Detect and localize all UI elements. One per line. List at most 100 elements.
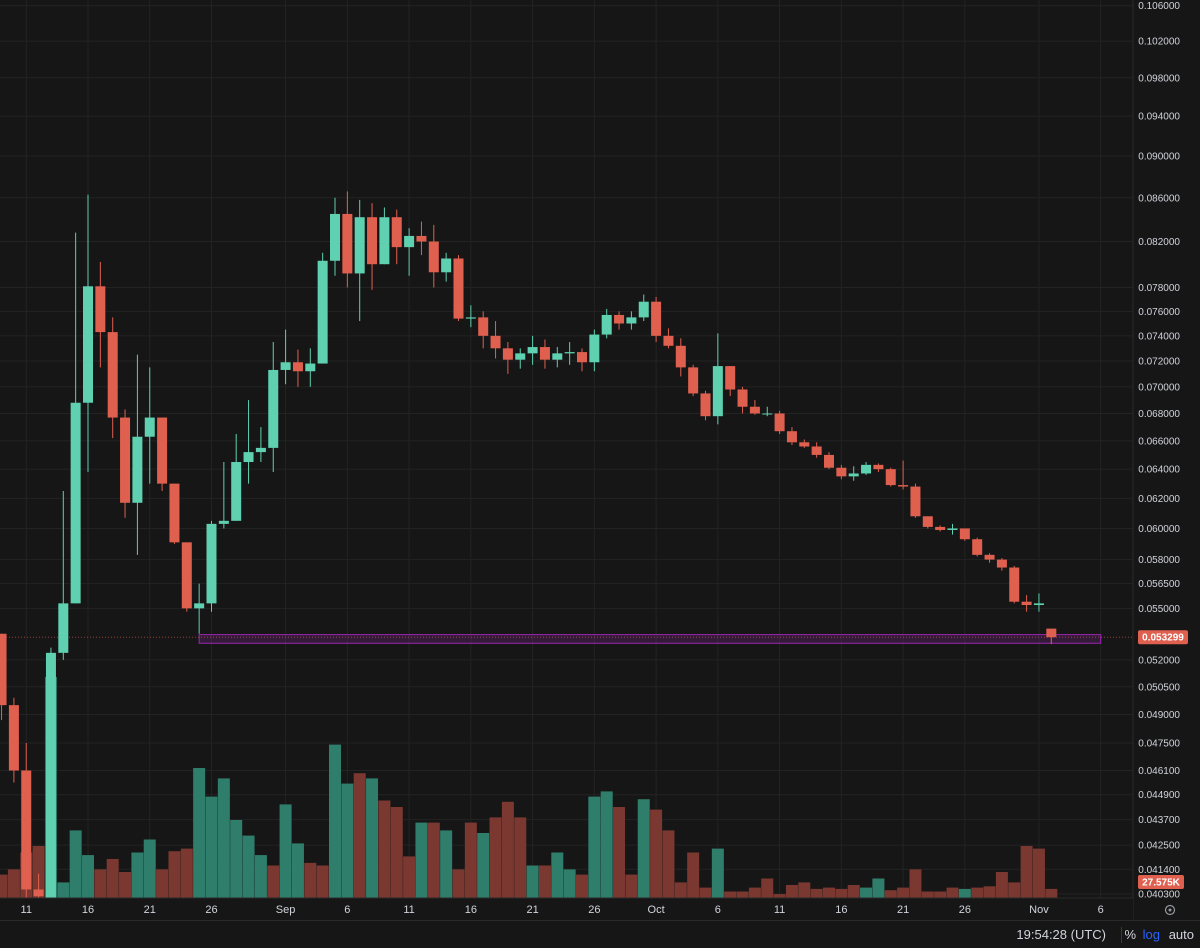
time-tick-label: 16 xyxy=(465,904,477,916)
price-tick-label: 0.090000 xyxy=(1138,152,1180,163)
chart-area[interactable]: 0.106000 0.102000 0.098000 0.094000 0.090000… xyxy=(0,0,1200,920)
chart-background xyxy=(0,0,1200,920)
time-axis-panel[interactable] xyxy=(0,898,1133,920)
candle-body xyxy=(342,213,353,274)
candle-body xyxy=(181,542,192,609)
price-tick-label: 0.040300 xyxy=(1138,890,1180,901)
volume-bar xyxy=(921,891,934,898)
volume-bar xyxy=(242,835,255,898)
volume-bar xyxy=(748,887,761,898)
price-tick-label: 0.078000 xyxy=(1138,283,1180,294)
price-tick-label: 0.062000 xyxy=(1138,494,1180,505)
volume-bar xyxy=(353,773,366,898)
settings-gear-icon[interactable] xyxy=(1164,904,1176,916)
volume-bar xyxy=(106,859,119,898)
volume-bar xyxy=(897,887,910,898)
candle-body xyxy=(910,486,921,517)
log-scale-toggle[interactable]: log xyxy=(1142,927,1160,942)
volume-bar xyxy=(1045,888,1058,898)
volume-bar xyxy=(637,799,650,898)
status-divider xyxy=(1121,927,1122,943)
candle-body xyxy=(45,652,56,901)
auto-scale-toggle[interactable]: auto xyxy=(1168,927,1194,942)
candle-body xyxy=(206,523,217,604)
candle-body xyxy=(799,442,810,447)
candle-body xyxy=(305,363,316,372)
price-chart[interactable]: 0.106000 0.102000 0.098000 0.094000 0.090000… xyxy=(0,0,1200,920)
volume-bar xyxy=(613,807,626,898)
volume-bar xyxy=(168,851,181,898)
volume-bar xyxy=(415,822,428,898)
volume-bar xyxy=(773,894,786,898)
volume-bar xyxy=(934,891,947,898)
volume-bar xyxy=(156,869,169,898)
candle-body xyxy=(83,286,93,403)
candle-body xyxy=(58,603,69,653)
time-tick-label: 26 xyxy=(205,904,217,916)
volume-bar xyxy=(514,817,527,898)
volume-bar xyxy=(82,855,94,898)
price-tick-label: 0.060000 xyxy=(1138,524,1180,535)
volume-tag xyxy=(1138,875,1184,889)
candle-body xyxy=(601,314,612,335)
volume-bar xyxy=(119,872,132,898)
candle-body xyxy=(885,469,896,486)
volume-bar xyxy=(143,839,156,898)
support-zone-rectangle[interactable] xyxy=(198,634,1102,644)
price-tick-label: 0.082000 xyxy=(1138,237,1180,248)
volume-bar xyxy=(872,878,885,898)
volume-bar xyxy=(0,874,8,898)
candle-body xyxy=(725,366,736,390)
candle-body xyxy=(255,447,266,453)
volume-bar xyxy=(477,833,490,898)
volume-bar xyxy=(538,865,551,898)
volume-bar xyxy=(847,885,860,898)
volume-bar xyxy=(884,890,897,898)
candle-body xyxy=(527,347,538,354)
candle-body xyxy=(465,317,476,319)
volume-bar xyxy=(1008,882,1021,898)
volume-bar xyxy=(576,874,588,898)
candle-body xyxy=(441,258,452,273)
time-tick-label: 16 xyxy=(835,904,847,916)
volume-bar xyxy=(810,888,823,898)
volume-bar xyxy=(329,744,341,898)
candle-body xyxy=(861,464,872,474)
candle-body xyxy=(107,332,118,418)
candle-body xyxy=(280,362,291,370)
candle-body xyxy=(786,431,797,443)
candle-body xyxy=(663,335,674,346)
candle-body xyxy=(194,603,205,609)
candle-body xyxy=(33,889,44,897)
candle-body xyxy=(700,393,711,417)
volume-bar xyxy=(131,852,144,898)
candle-body xyxy=(453,258,464,319)
last-price-label: 0.053299 xyxy=(1142,633,1184,644)
percent-scale-toggle[interactable]: % xyxy=(1124,927,1136,942)
volume-bar xyxy=(193,768,206,898)
time-tick-label: 21 xyxy=(897,904,909,916)
candle-body xyxy=(614,314,625,324)
price-tick-label: 0.064000 xyxy=(1138,465,1180,476)
candle-body xyxy=(1033,603,1044,606)
volume-bar xyxy=(983,886,996,898)
price-axis-panel[interactable] xyxy=(1133,0,1200,920)
candle-body xyxy=(132,436,143,503)
volume-bar xyxy=(316,865,329,898)
volume-bar xyxy=(860,887,873,898)
candle-body xyxy=(243,452,254,463)
candle-body xyxy=(564,352,575,354)
candle-body xyxy=(0,633,7,706)
volume-bar xyxy=(946,887,959,898)
time-tick-label: 11 xyxy=(774,904,785,916)
volume-bar xyxy=(958,888,971,898)
time-tick-label: 21 xyxy=(526,904,538,916)
candle-body xyxy=(1046,628,1057,638)
volume-bar xyxy=(625,874,638,898)
volume-bar xyxy=(279,804,292,898)
candle-body xyxy=(292,362,303,372)
status-bar: 19:54:28 (UTC) % log auto xyxy=(0,920,1200,948)
volume-bar xyxy=(662,830,675,898)
candle-body xyxy=(169,483,180,543)
candle-body xyxy=(1009,567,1020,602)
